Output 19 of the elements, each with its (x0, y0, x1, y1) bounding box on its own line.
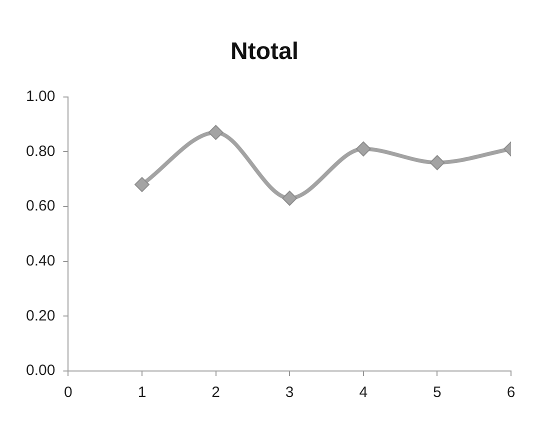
point (134, 177, 150, 192)
y-tick-label: 0.00 (26, 362, 56, 380)
x-tick-label: 5 (433, 384, 442, 402)
x-tick-label: 1 (138, 384, 146, 402)
y-tick-label: 1.00 (26, 88, 56, 105)
x-tick-label: 4 (359, 384, 368, 402)
chart-title: Ntotal (230, 38, 298, 66)
point (430, 155, 445, 170)
point (208, 124, 224, 140)
x-tick-label: 6 (506, 384, 516, 402)
x-tick-label: 3 (285, 384, 294, 402)
y-tick-label: 0.40 (26, 252, 56, 270)
point (356, 141, 371, 156)
x-tick-label: 0 (64, 384, 72, 402)
y-tick-label: 0.80 (26, 142, 56, 160)
y-tick-label: 0.60 (26, 198, 56, 215)
x-tick-label: 2 (212, 384, 220, 402)
y-tick-label: 0.20 (26, 307, 56, 324)
point (282, 190, 298, 206)
